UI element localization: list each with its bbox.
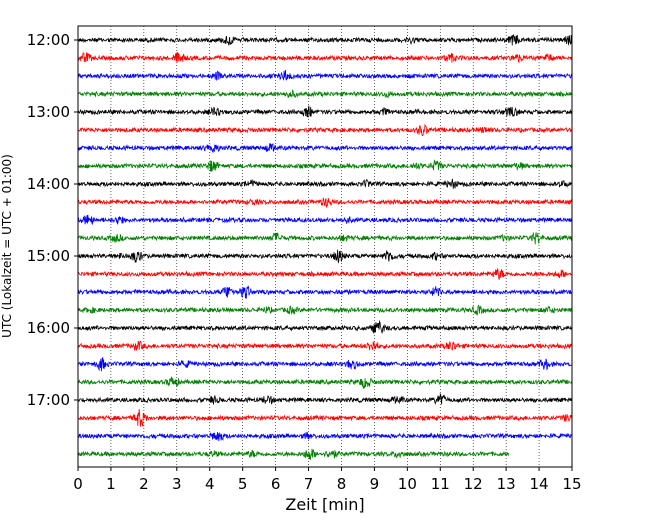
trace-line bbox=[77, 159, 573, 172]
plot-frame bbox=[77, 25, 573, 468]
y-tick-label: 12:00 bbox=[27, 31, 70, 49]
x-tick-label: 8 bbox=[337, 475, 347, 493]
trace-line bbox=[77, 393, 573, 405]
x-tick-label: 2 bbox=[139, 475, 149, 493]
trace-line bbox=[77, 34, 573, 46]
plot-background bbox=[78, 26, 572, 467]
trace-line bbox=[77, 268, 572, 280]
y-tick-label: 14:00 bbox=[27, 175, 70, 193]
y-tick-label: 13:00 bbox=[27, 103, 70, 121]
trace-line bbox=[77, 356, 572, 372]
x-tick-label: 6 bbox=[271, 475, 281, 493]
x-tick-label: 1 bbox=[106, 475, 116, 493]
seismogram-traces bbox=[77, 34, 573, 461]
trace-line bbox=[77, 123, 572, 137]
y-tick-label: 15:00 bbox=[27, 247, 70, 265]
x-tick-label: 14 bbox=[530, 475, 549, 493]
x-tick-label: 4 bbox=[205, 475, 215, 493]
trace-line bbox=[77, 178, 572, 189]
trace-line bbox=[77, 319, 573, 334]
x-tick-label: 3 bbox=[172, 475, 182, 493]
x-tick-label: 11 bbox=[431, 475, 450, 493]
trace-line bbox=[77, 448, 510, 461]
x-tick-label: 13 bbox=[497, 475, 516, 493]
trace-line bbox=[77, 70, 573, 81]
trace-line bbox=[77, 105, 573, 118]
x-axis-label: Zeit [min] bbox=[285, 495, 364, 514]
trace-line bbox=[77, 304, 573, 316]
y-tick-label: 17:00 bbox=[27, 391, 70, 409]
x-tick-label: 12 bbox=[464, 475, 483, 493]
trace-line bbox=[77, 376, 573, 390]
trace-line bbox=[77, 431, 573, 442]
trace-line bbox=[77, 340, 573, 351]
x-tick-label: 5 bbox=[238, 475, 248, 493]
trace-line bbox=[77, 232, 573, 245]
trace-line bbox=[77, 197, 573, 208]
x-axis-ticks: 0 1 2 3 4 5 6 7 8 9 10 11 12 13 14 15 bbox=[73, 467, 582, 493]
trace-line bbox=[77, 249, 573, 264]
trace-line bbox=[77, 52, 573, 64]
trace-line bbox=[77, 89, 572, 99]
y-axis-ticks: 12:00 13:00 14:00 15:00 16:00 17:00 bbox=[27, 31, 78, 409]
x-tick-label: 7 bbox=[304, 475, 314, 493]
trace-line bbox=[77, 285, 573, 299]
trace-line bbox=[77, 214, 573, 226]
trace-line bbox=[77, 142, 573, 154]
y-axis-label: UTC (Lokalzeit = UTC + 01:00) bbox=[0, 154, 14, 338]
x-tick-label: 15 bbox=[562, 475, 581, 493]
x-tick-label: 9 bbox=[370, 475, 380, 493]
x-tick-label: 0 bbox=[73, 475, 83, 493]
y-tick-label: 16:00 bbox=[27, 319, 70, 337]
x-tick-label: 10 bbox=[398, 475, 417, 493]
trace-line bbox=[77, 408, 573, 428]
